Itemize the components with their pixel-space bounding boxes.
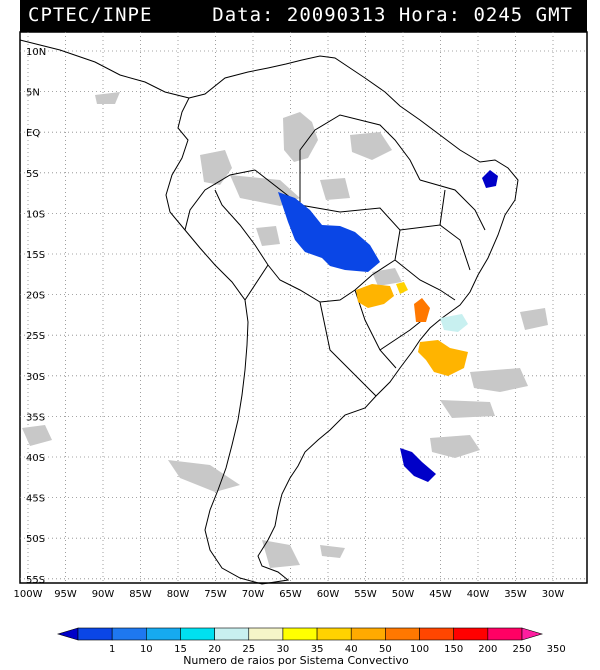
- country-borders: [184, 114, 421, 397]
- cloud-patch: [256, 226, 280, 246]
- coastlines: [19, 39, 519, 585]
- lon-label: 65W: [279, 589, 302, 600]
- cloud-patch: [283, 112, 318, 162]
- lon-label: 100W: [14, 589, 43, 600]
- lon-label: 45W: [429, 589, 452, 600]
- color-bar-swatch: [282, 627, 318, 641]
- color-bar-swatch: [419, 627, 454, 641]
- lon-label: 40W: [467, 589, 490, 600]
- lon-label: 70W: [242, 589, 265, 600]
- lat-label: 10N: [26, 47, 46, 58]
- legend-title: Numero de raios por Sistema Convectivo: [183, 654, 409, 667]
- cloud-patch: [470, 368, 528, 392]
- south-america-coastline: [165, 55, 519, 585]
- cloud-patch: [168, 460, 240, 492]
- header-bar: CPTEC/INPE Data: 20090313 Hora: 0245 GMT: [20, 0, 587, 32]
- latitude-labels: 10N 5N EQ 5S 10S 15S 20S 25S 30S 35S 40S 45S 50S 55S: [26, 47, 46, 586]
- system-sao-paulo: [414, 298, 430, 322]
- lon-label: 85W: [129, 589, 152, 600]
- cloud-cover: [22, 92, 548, 568]
- color-bar-swatch: [214, 627, 250, 641]
- color-bar-swatch: [350, 627, 386, 641]
- central-america: [19, 39, 190, 99]
- color-bar-swatch: [146, 627, 181, 641]
- lon-label: 50W: [392, 589, 415, 600]
- convective-systems: [278, 170, 498, 482]
- longitude-labels: 100W 95W 90W 85W 80W 75W 70W 65W 60W 55W 50W 45W 40W…: [14, 589, 565, 600]
- color-bar-label: 25: [242, 644, 255, 655]
- color-bar-label: 50: [379, 644, 392, 655]
- color-bar-label: 40: [345, 644, 358, 655]
- lat-label: 5S: [26, 169, 39, 180]
- lat-label: 55S: [26, 575, 45, 586]
- lon-label: 90W: [92, 589, 115, 600]
- color-bar-swatch: [111, 627, 147, 641]
- system-central-brazil: [278, 192, 380, 272]
- cloud-patch: [440, 400, 495, 418]
- color-bar-label: 30: [277, 644, 290, 655]
- lat-label: 25S: [26, 331, 45, 342]
- color-bar-label: 15: [174, 644, 187, 655]
- lon-label: 95W: [54, 589, 77, 600]
- cloud-patch: [520, 308, 548, 330]
- lat-label: 30S: [26, 372, 45, 383]
- color-bar-swatch: [77, 627, 113, 641]
- cloud-patch: [350, 132, 392, 160]
- cloud-patch: [95, 92, 120, 104]
- lon-label: 30W: [542, 589, 565, 600]
- color-bar-label: 350: [547, 644, 566, 655]
- color-bar-swatch: [180, 627, 215, 641]
- lon-label: 55W: [354, 589, 377, 600]
- color-bar-swatch: [453, 627, 489, 641]
- lat-label: 35S: [26, 412, 45, 423]
- lat-label: 45S: [26, 494, 45, 505]
- color-bar-label: 1: [109, 644, 115, 655]
- cloud-patch: [22, 425, 52, 446]
- header-datetime: Data: 20090313 Hora: 0245 GMT: [212, 4, 573, 26]
- cloud-patch: [430, 435, 480, 458]
- color-bar-swatch: [56, 627, 79, 641]
- lat-label: 10S: [26, 209, 45, 220]
- cloud-patch: [372, 268, 402, 286]
- cloud-patch: [262, 540, 300, 568]
- lat-label: EQ: [26, 128, 40, 139]
- system-south-atlantic: [400, 448, 436, 482]
- system-south-brazil-offshore: [418, 340, 468, 376]
- color-bar-label: 200: [478, 644, 497, 655]
- lon-label: 60W: [317, 589, 340, 600]
- color-bar-label: 10: [140, 644, 153, 655]
- map-frame: [19, 31, 588, 584]
- color-bar-label: 250: [512, 644, 531, 655]
- lat-label: 50S: [26, 534, 45, 545]
- cloud-patch: [320, 545, 345, 558]
- lon-label: 75W: [204, 589, 227, 600]
- color-bar-swatch: [316, 627, 352, 641]
- lat-label: 15S: [26, 250, 45, 261]
- system-northeast-coast: [482, 170, 498, 188]
- color-bar-label: 20: [208, 644, 221, 655]
- color-bar-label: 100: [410, 644, 429, 655]
- system-paraguay-mato-grosso: [356, 284, 394, 308]
- brazil-states: [379, 179, 486, 351]
- color-bar-labels: 1 10 15 20 25 30 35 40 50 100 150 200 250 350: [109, 644, 566, 655]
- system-minas-gerais: [396, 282, 408, 294]
- system-rio-offshore: [440, 314, 468, 332]
- lat-label: 40S: [26, 453, 45, 464]
- cloud-patch: [320, 178, 350, 200]
- lat-label: 20S: [26, 291, 45, 302]
- lon-label: 80W: [167, 589, 190, 600]
- header-source: CPTEC/INPE: [28, 4, 153, 26]
- color-bar-swatch: [487, 627, 523, 641]
- color-bar-swatch: [248, 627, 284, 641]
- lat-label: 5N: [26, 88, 40, 99]
- color-bar-label: 35: [311, 644, 324, 655]
- color-bar-swatch: [521, 627, 544, 641]
- cloud-patch: [200, 150, 232, 185]
- color-bar: [56, 627, 544, 641]
- lon-label: 35W: [504, 589, 527, 600]
- color-bar-swatch: [385, 627, 420, 641]
- color-bar-label: 150: [444, 644, 463, 655]
